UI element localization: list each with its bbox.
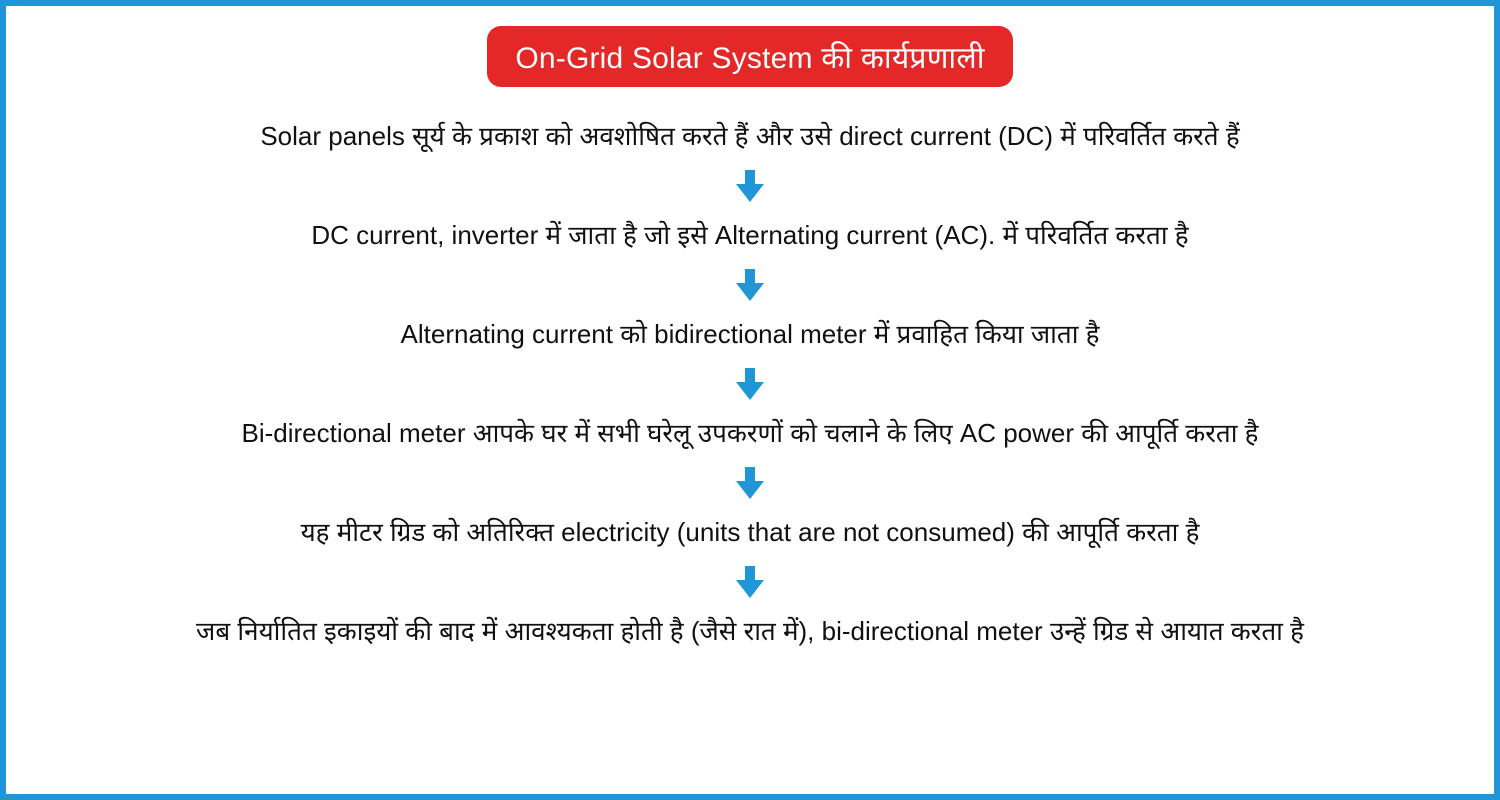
down-arrow-icon — [736, 566, 764, 598]
flow-step: Solar panels सूर्य के प्रकाश को अवशोषित … — [250, 115, 1249, 158]
flow-steps-container: Solar panels सूर्य के प्रकाश को अवशोषित … — [46, 115, 1454, 654]
flow-step: DC current, inverter में जाता है जो इसे … — [301, 214, 1198, 257]
flow-step: Alternating current को bidirectional met… — [391, 313, 1110, 356]
flow-step: Bi-directional meter आपके घर में सभी घरे… — [232, 412, 1269, 455]
diagram-title: On-Grid Solar System की कार्यप्रणाली — [487, 26, 1012, 87]
diagram-frame: On-Grid Solar System की कार्यप्रणाली Sol… — [0, 0, 1500, 800]
flow-step: जब निर्यातित इकाइयों की बाद में आवश्यकता… — [186, 610, 1314, 653]
down-arrow-icon — [736, 269, 764, 301]
down-arrow-icon — [736, 368, 764, 400]
flow-step: यह मीटर ग्रिड को अतिरिक्त electricity (u… — [291, 511, 1210, 554]
down-arrow-icon — [736, 170, 764, 202]
down-arrow-icon — [736, 467, 764, 499]
